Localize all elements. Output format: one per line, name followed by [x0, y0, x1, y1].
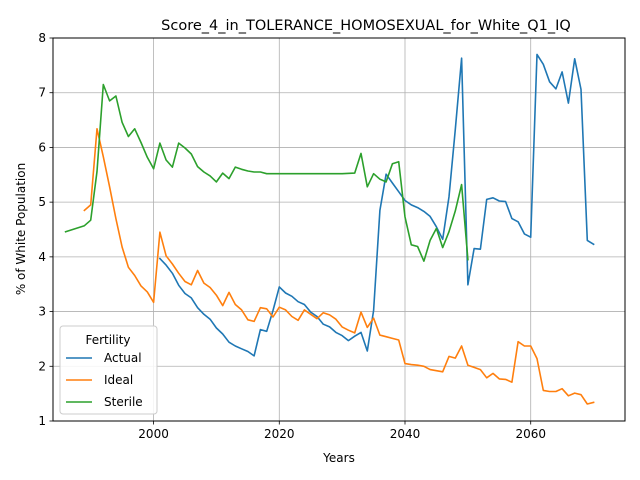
grid [53, 37, 625, 422]
y-tick-label: 4 [38, 250, 46, 264]
series-line-actual [158, 53, 595, 357]
legend-label-ideal: Ideal [104, 373, 133, 387]
x-axis-ticks: 2000 2020 2040 2060 [138, 421, 546, 441]
plot-frame [52, 37, 626, 422]
series-lines [64, 53, 595, 405]
legend-items: Actual Ideal Sterile [66, 351, 143, 409]
legend-label-actual: Actual [104, 351, 142, 365]
y-tick-label: 1 [38, 414, 46, 428]
chart-title: Score_4_in_TOLERANCE_HOMOSEXUAL_for_Whit… [161, 18, 571, 34]
y-axis-label: % of White Population [14, 163, 28, 295]
y-tick-label: 3 [38, 305, 46, 319]
y-tick-label: 2 [38, 359, 46, 373]
series-line-sterile [64, 83, 469, 263]
x-tick-label: 2060 [515, 427, 546, 441]
x-tick-label: 2000 [138, 427, 169, 441]
legend-title: Fertility [85, 333, 130, 347]
y-tick-label: 7 [38, 86, 46, 100]
y-tick-label: 6 [38, 140, 46, 154]
x-tick-label: 2020 [264, 427, 295, 441]
series-line-ideal [83, 128, 595, 405]
legend-label-sterile: Sterile [104, 395, 143, 409]
legend-box [59, 325, 158, 415]
x-tick-label: 2040 [390, 427, 421, 441]
y-tick-label: 8 [38, 31, 46, 45]
y-tick-label: 5 [38, 195, 46, 209]
legend: Fertility Actual Ideal Sterile [59, 325, 158, 415]
x-axis-label: Years [322, 451, 355, 465]
y-axis-ticks: 1 2 3 4 5 6 7 8 [38, 31, 53, 428]
